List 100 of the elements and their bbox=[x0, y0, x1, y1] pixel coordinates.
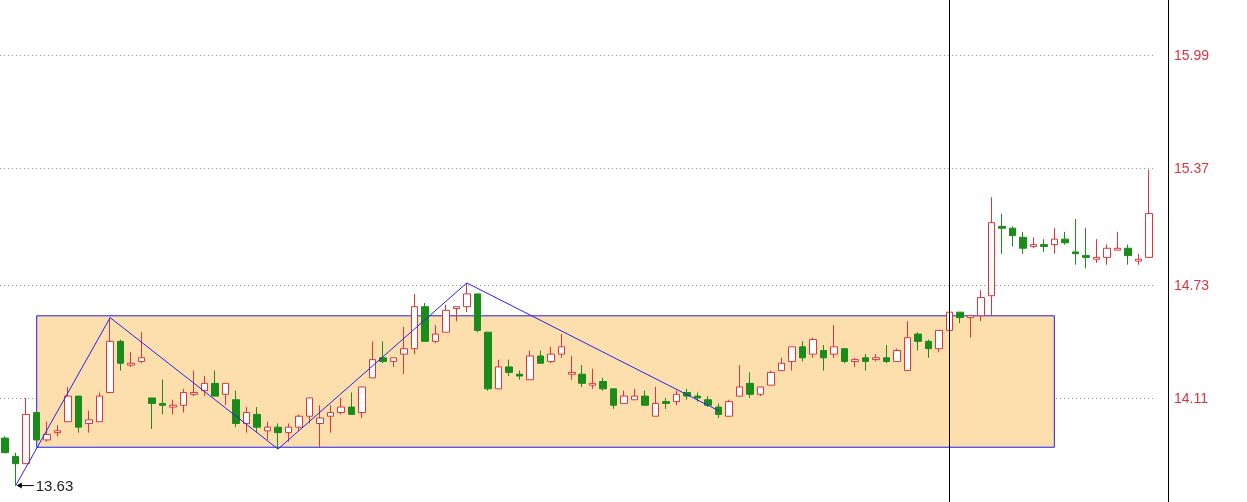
candlestick bbox=[75, 395, 82, 434]
y-tick-label: 14.73 bbox=[1174, 276, 1210, 293]
candlestick bbox=[369, 340, 376, 379]
candlestick bbox=[379, 340, 387, 364]
candlestick bbox=[788, 346, 796, 372]
candlestick bbox=[243, 406, 250, 434]
candlestick bbox=[505, 359, 513, 377]
candlestick bbox=[631, 388, 638, 401]
y-tick-label: 15.37 bbox=[1174, 159, 1210, 176]
candlestick bbox=[190, 370, 198, 397]
candlestick bbox=[484, 331, 492, 392]
candlestick bbox=[725, 399, 733, 417]
candlestick bbox=[862, 353, 869, 372]
candlestick bbox=[1114, 231, 1121, 251]
candlestick bbox=[337, 397, 345, 415]
candlestick bbox=[463, 282, 471, 313]
candlestick bbox=[673, 390, 680, 406]
candlestick bbox=[1009, 225, 1016, 247]
candlestick bbox=[1030, 236, 1037, 249]
candlestick bbox=[767, 370, 775, 386]
candlestick bbox=[495, 359, 502, 390]
candlestick bbox=[516, 370, 523, 381]
candlestick bbox=[222, 382, 229, 406]
candlestick bbox=[1040, 238, 1048, 253]
candlestick bbox=[316, 404, 324, 448]
candlestick bbox=[988, 196, 995, 317]
candlestick bbox=[1135, 253, 1142, 266]
candlestick bbox=[33, 412, 40, 441]
candlestick bbox=[148, 397, 156, 430]
candlestick bbox=[106, 317, 114, 393]
candlestick bbox=[589, 368, 596, 390]
candlestick bbox=[432, 324, 439, 344]
candlestick bbox=[22, 397, 30, 465]
candlestick bbox=[694, 391, 701, 403]
candlestick bbox=[568, 355, 576, 381]
candlestick bbox=[841, 348, 848, 364]
candlestick bbox=[201, 375, 208, 397]
y-tick-label: 14.11 bbox=[1174, 389, 1209, 406]
candlestick bbox=[306, 397, 313, 425]
candlestick bbox=[558, 333, 565, 359]
candlestick bbox=[264, 421, 271, 441]
candlestick bbox=[169, 399, 177, 415]
candlestick bbox=[211, 370, 219, 397]
candlestick bbox=[54, 424, 61, 437]
candlestick bbox=[641, 390, 649, 406]
candlestick bbox=[274, 423, 282, 450]
candlestick bbox=[1103, 244, 1111, 266]
candlestick bbox=[1061, 231, 1069, 246]
candlestick bbox=[715, 402, 722, 419]
candlestick bbox=[43, 421, 51, 443]
candlestick bbox=[820, 344, 827, 372]
candlestick bbox=[295, 413, 303, 432]
candlestick bbox=[925, 339, 932, 359]
candlestick bbox=[1, 435, 9, 454]
candlestick bbox=[390, 357, 397, 368]
candlestick bbox=[117, 339, 124, 372]
candlestick bbox=[778, 357, 785, 372]
candlestick bbox=[453, 306, 460, 322]
candlestick bbox=[474, 293, 481, 333]
candlestick bbox=[872, 353, 880, 362]
candlestick bbox=[977, 289, 985, 322]
candlestick bbox=[1051, 227, 1058, 255]
candlestick bbox=[85, 410, 93, 434]
candlestick bbox=[64, 386, 72, 423]
candlestick bbox=[411, 293, 418, 355]
candlestick bbox=[998, 213, 1006, 255]
candlestick bbox=[348, 391, 355, 415]
candlestick bbox=[893, 348, 901, 362]
candlestick bbox=[180, 388, 187, 414]
candlestick bbox=[400, 326, 408, 375]
candlestick bbox=[232, 390, 240, 428]
candlestick bbox=[1093, 238, 1100, 264]
candlestick bbox=[327, 404, 334, 434]
candlestick bbox=[442, 304, 450, 333]
candlestick bbox=[1019, 231, 1027, 255]
candlestick bbox=[1124, 244, 1132, 266]
candlestick bbox=[620, 390, 628, 404]
candlestick bbox=[799, 340, 806, 362]
candlestick bbox=[159, 379, 166, 415]
candlestick bbox=[358, 386, 366, 419]
candlestick bbox=[746, 371, 754, 399]
candlestick bbox=[547, 346, 555, 364]
candlestick bbox=[662, 397, 670, 410]
candlestick bbox=[599, 377, 607, 392]
candlestick bbox=[610, 388, 617, 410]
candlestick bbox=[1082, 227, 1090, 269]
candlestick bbox=[967, 315, 974, 339]
candlestick bbox=[956, 311, 964, 324]
candlestick bbox=[285, 423, 292, 443]
candlestick bbox=[736, 364, 743, 397]
candlestick bbox=[537, 349, 544, 364]
candlestick bbox=[127, 351, 135, 368]
candlestick bbox=[421, 302, 429, 342]
candlestick bbox=[578, 364, 586, 388]
candlestick bbox=[935, 329, 943, 353]
annotation: 13.63 bbox=[35, 477, 74, 495]
candlestick bbox=[757, 386, 764, 397]
candlestick bbox=[830, 324, 838, 359]
y-tick-label: 15.99 bbox=[1174, 46, 1210, 63]
candlestick bbox=[652, 386, 659, 417]
